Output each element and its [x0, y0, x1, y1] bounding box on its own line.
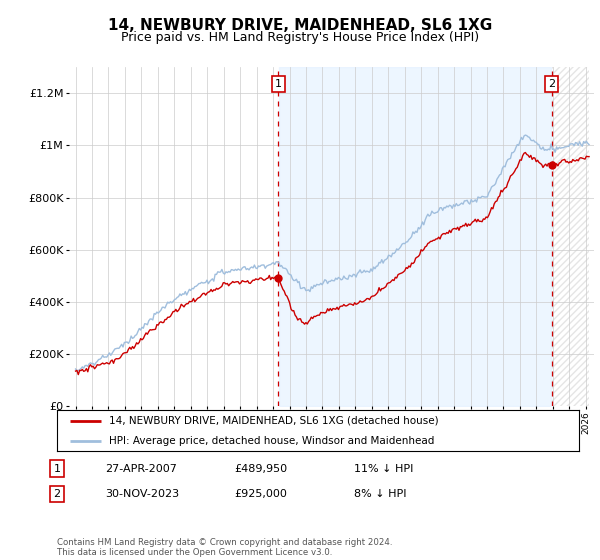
Text: 1: 1 — [53, 464, 61, 474]
Text: 14, NEWBURY DRIVE, MAIDENHEAD, SL6 1XG: 14, NEWBURY DRIVE, MAIDENHEAD, SL6 1XG — [108, 18, 492, 33]
Text: £925,000: £925,000 — [234, 489, 287, 499]
Text: HPI: Average price, detached house, Windsor and Maidenhead: HPI: Average price, detached house, Wind… — [109, 436, 434, 446]
Text: £489,950: £489,950 — [234, 464, 287, 474]
Text: 27-APR-2007: 27-APR-2007 — [105, 464, 177, 474]
Text: Price paid vs. HM Land Registry's House Price Index (HPI): Price paid vs. HM Land Registry's House … — [121, 31, 479, 44]
Text: 11% ↓ HPI: 11% ↓ HPI — [354, 464, 413, 474]
Text: 1: 1 — [275, 79, 282, 89]
Text: 8% ↓ HPI: 8% ↓ HPI — [354, 489, 407, 499]
Text: Contains HM Land Registry data © Crown copyright and database right 2024.
This d: Contains HM Land Registry data © Crown c… — [57, 538, 392, 557]
Text: 30-NOV-2023: 30-NOV-2023 — [105, 489, 179, 499]
Text: 2: 2 — [53, 489, 61, 499]
Text: 2: 2 — [548, 79, 555, 89]
Text: 14, NEWBURY DRIVE, MAIDENHEAD, SL6 1XG (detached house): 14, NEWBURY DRIVE, MAIDENHEAD, SL6 1XG (… — [109, 416, 439, 426]
